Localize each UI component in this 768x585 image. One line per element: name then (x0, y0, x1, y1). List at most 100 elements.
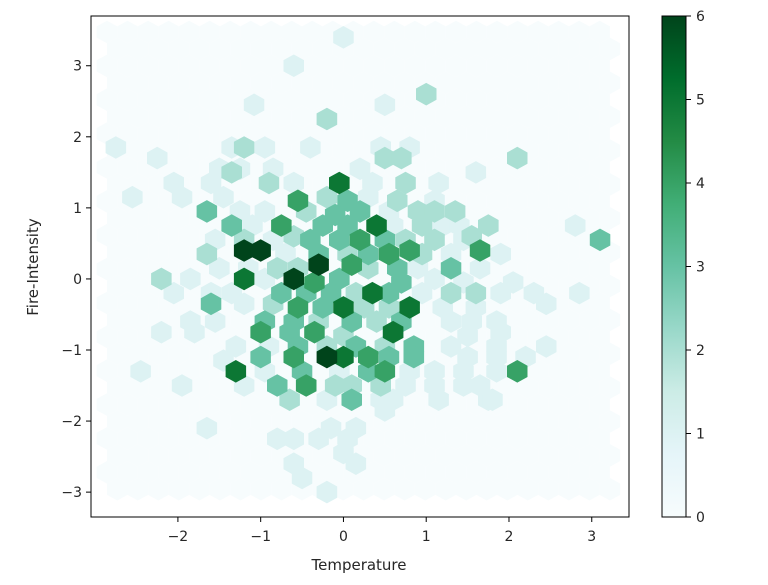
hexbin-empty (538, 308, 559, 332)
hexbin-empty (117, 54, 138, 78)
hexbin-cell (283, 171, 304, 195)
hexbin-cell (147, 146, 168, 170)
hexbin-empty (343, 54, 364, 78)
hexbin-empty (527, 461, 549, 484)
hexbin-empty (107, 37, 128, 61)
hexbin-cell (382, 320, 404, 344)
hexbin-cell (399, 239, 420, 262)
hexbin-cell (283, 345, 304, 369)
colorbar (661, 15, 687, 518)
hexbin-empty (527, 223, 549, 247)
hexbin-empty (168, 240, 190, 264)
hexbin-empty (599, 477, 621, 501)
hexbin-empty (271, 477, 292, 501)
hexbin-empty (579, 105, 600, 128)
hexbin-empty (332, 71, 354, 95)
hexbin-empty (291, 37, 313, 61)
hexbin-empty (117, 88, 138, 111)
hexbin-empty (527, 20, 549, 44)
hexbin-empty (568, 461, 590, 484)
hexbin-empty (517, 444, 539, 467)
hexbin-empty (107, 376, 128, 399)
hexbin-cell (349, 228, 371, 252)
hexbin-empty (486, 461, 508, 484)
colorbar-tick-label: 2 (696, 343, 705, 359)
hexbin-empty (548, 223, 569, 247)
hexbin-cell (122, 185, 143, 209)
hexbin-empty (148, 477, 169, 501)
x-axis: −2 −1 0 1 2 3 (168, 517, 596, 545)
hexbin-empty (127, 37, 149, 61)
hexbin-empty (558, 139, 580, 162)
hexbin-empty (497, 105, 518, 128)
hexbin-empty (548, 156, 569, 179)
hexbin-empty (189, 139, 210, 162)
hexbin-empty (127, 308, 149, 332)
colorbar-tick-label: 6 (696, 9, 705, 25)
hexbin-empty (445, 393, 467, 416)
hexbin-empty (548, 427, 569, 450)
hexbin-empty (127, 342, 149, 365)
hexbin-empty (435, 105, 456, 128)
hexbin-empty (507, 20, 528, 44)
hexbin-empty (178, 156, 200, 179)
hexbin-empty (486, 427, 508, 450)
hexbin-cell (279, 388, 300, 411)
hexbin-empty (332, 139, 354, 162)
hexbin-cell (453, 374, 474, 397)
hexbin-empty (158, 393, 179, 416)
hexbin-empty (127, 240, 149, 264)
hexbin-cell (358, 345, 379, 369)
hexbin-cell (564, 214, 586, 237)
hexbin-cell (378, 242, 400, 266)
hexbin-empty (261, 393, 282, 416)
hexbin-empty (353, 105, 374, 128)
hexbin-empty (568, 156, 590, 179)
hexbin-empty (476, 410, 497, 433)
hexbin-cell (482, 388, 503, 411)
hexbin-cell (221, 161, 242, 184)
hexbin-empty (137, 190, 159, 213)
hexbin-cell (308, 427, 329, 451)
hexbin-empty (476, 444, 497, 467)
hexbin-empty (363, 20, 385, 44)
colorbar-tick-label: 1 (696, 427, 705, 443)
hexbin-empty (312, 71, 333, 95)
hexbin-cell (324, 374, 346, 397)
hexbin-cell (358, 257, 379, 280)
hexbin-empty (127, 444, 149, 467)
hexbin-empty (117, 20, 138, 44)
hexbin-empty (599, 71, 621, 95)
hexbin-cell (395, 374, 416, 397)
hexbin-empty (404, 461, 426, 484)
colorbar-tick-label: 0 (696, 510, 705, 526)
hexbin-empty (168, 410, 190, 433)
hexbin-empty (538, 71, 559, 95)
hexbin-empty (322, 54, 344, 78)
hexbin-empty (466, 20, 487, 44)
hexbin-empty (137, 393, 159, 416)
hexbin-empty (168, 105, 190, 128)
hexbin-empty (158, 20, 179, 44)
hexbin-empty (486, 88, 508, 111)
hexbin-empty (158, 427, 179, 450)
hexbin-empty (96, 54, 118, 78)
hexbin-cell (478, 214, 499, 237)
hexbin-empty (548, 393, 569, 416)
hexbin-empty (158, 88, 179, 111)
hexbin-empty (219, 427, 241, 450)
hexbin-empty (199, 461, 220, 484)
hexbin-cell (378, 281, 400, 305)
hexbin-cell (378, 296, 400, 319)
hexbin-empty (456, 444, 477, 467)
hexbin-empty (291, 71, 313, 95)
hexbin-empty (178, 54, 200, 78)
hexbin-empty (148, 410, 169, 433)
hexbin-cell (349, 157, 371, 181)
hexbin-empty (322, 461, 344, 484)
hexbin-empty (137, 223, 159, 247)
hexbin-empty (558, 308, 580, 332)
hexbin-cell (295, 374, 317, 397)
hexbin-empty (148, 71, 169, 95)
hexbin-cell (465, 281, 487, 305)
